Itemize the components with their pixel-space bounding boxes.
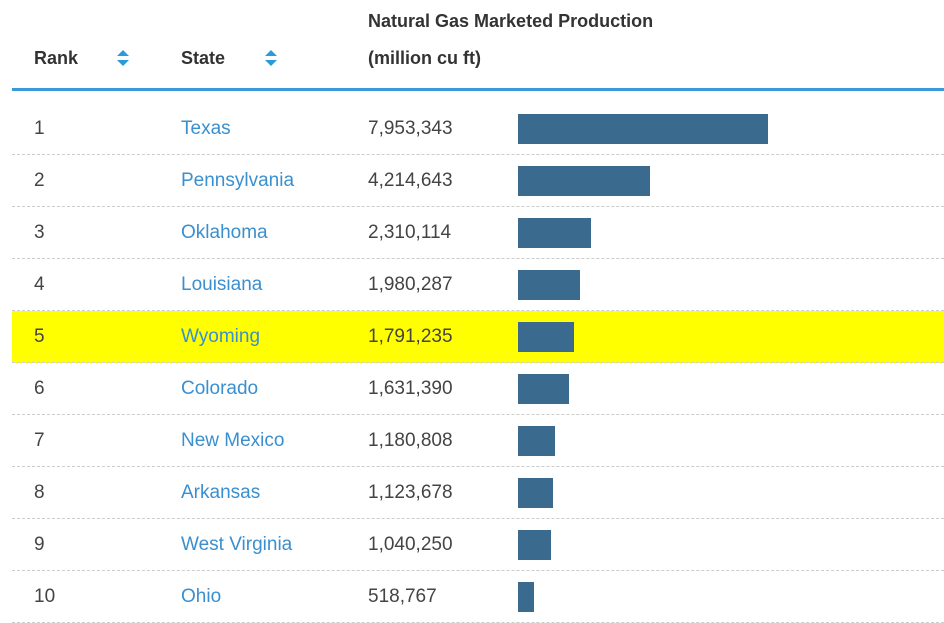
bar [518, 270, 581, 300]
value-cell: 1,980,287 [368, 274, 453, 295]
value-cell: 1,791,235 [368, 326, 453, 347]
rank-cell: 6 [34, 378, 45, 399]
sort-icon[interactable] [116, 49, 130, 67]
table-row: 5 Wyoming 1,791,235 [12, 311, 944, 363]
value-cell: 1,180,808 [368, 430, 453, 451]
state-link[interactable]: West Virginia [181, 534, 293, 555]
value-cell: 4,214,643 [368, 170, 453, 191]
rank-cell: 9 [34, 534, 45, 555]
table-row: 1 Texas 7,953,343 [12, 103, 944, 155]
bar [518, 530, 551, 560]
table-row: 9 West Virginia 1,040,250 [12, 519, 944, 571]
rank-header[interactable]: Rank [34, 48, 79, 68]
rank-cell: 7 [34, 430, 45, 451]
rank-cell: 3 [34, 222, 45, 243]
rank-cell: 8 [34, 482, 45, 503]
table-row: 2 Pennsylvania 4,214,643 [12, 155, 944, 207]
table-row: 7 New Mexico 1,180,808 [12, 415, 944, 467]
bar [518, 322, 575, 352]
production-unit: (million cu ft) [368, 48, 481, 68]
rank-cell: 10 [34, 586, 56, 607]
state-link[interactable]: Ohio [181, 586, 222, 607]
state-link[interactable]: Arkansas [181, 482, 261, 503]
value-cell: 518,767 [368, 586, 437, 607]
production-header: Natural Gas Marketed Production [368, 11, 654, 31]
rank-cell: 2 [34, 170, 45, 191]
state-link[interactable]: Wyoming [181, 326, 261, 347]
state-link[interactable]: New Mexico [181, 430, 285, 451]
state-link[interactable]: Oklahoma [181, 222, 268, 243]
table-row: 6 Colorado 1,631,390 [12, 363, 944, 415]
rank-cell: 5 [34, 326, 45, 347]
rank-cell: 1 [34, 118, 45, 139]
value-cell: 2,310,114 [368, 222, 452, 243]
state-link[interactable]: Pennsylvania [181, 170, 295, 191]
table-row: 3 Oklahoma 2,310,114 [12, 207, 944, 259]
rank-cell: 4 [34, 274, 45, 295]
state-link[interactable]: Texas [181, 118, 231, 139]
bar [518, 114, 768, 144]
bar [518, 426, 556, 456]
table-row: 4 Louisiana 1,980,287 [12, 259, 944, 311]
bar [518, 374, 570, 404]
state-link[interactable]: Louisiana [181, 274, 263, 295]
value-cell: 1,040,250 [368, 534, 453, 555]
value-cell: 1,631,390 [368, 378, 453, 399]
header-rule [12, 88, 944, 91]
bar [518, 478, 554, 508]
bar [518, 582, 535, 612]
state-header[interactable]: State [181, 48, 226, 68]
value-cell: 1,123,678 [368, 482, 453, 503]
table-row: 8 Arkansas 1,123,678 [12, 467, 944, 519]
value-cell: 7,953,343 [368, 118, 453, 139]
bar [518, 218, 591, 248]
bar [518, 166, 651, 196]
state-link[interactable]: Colorado [181, 378, 259, 399]
sort-icon[interactable] [264, 49, 278, 67]
table-row: 10 Ohio 518,767 [12, 571, 944, 623]
